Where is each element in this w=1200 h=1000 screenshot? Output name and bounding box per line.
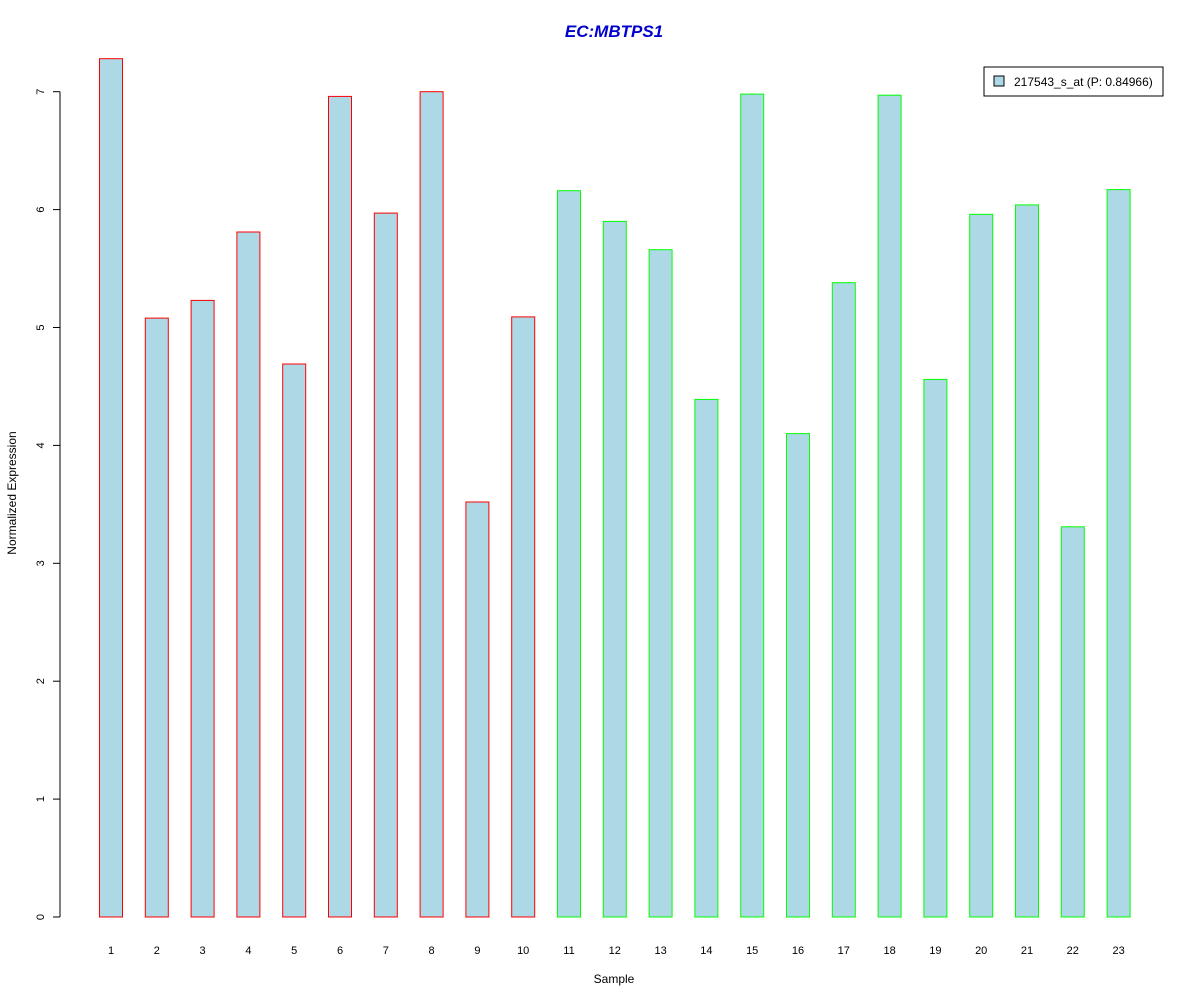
x-tick-label: 14	[700, 945, 712, 957]
bar-sample-13	[648, 249, 673, 918]
bar-sample-1	[99, 58, 123, 918]
chart-title: EC:MBTPS1	[565, 22, 663, 41]
y-tick-label: 6	[35, 207, 47, 213]
y-tick-label: 0	[35, 914, 47, 920]
y-tick-label: 1	[35, 796, 47, 802]
bar-sample-4	[236, 231, 261, 918]
y-tick-label: 2	[35, 678, 47, 684]
x-axis-label: Sample	[594, 972, 635, 986]
x-tick-label: 11	[563, 945, 574, 957]
bar-sample-10	[511, 316, 536, 918]
bar-sample-3	[190, 299, 215, 918]
x-tick-label: 1	[108, 945, 114, 957]
x-tick-label: 9	[474, 945, 480, 957]
x-tick-label: 18	[883, 945, 895, 957]
x-tick-label: 20	[975, 945, 987, 957]
bar-sample-9	[465, 501, 490, 918]
y-axis-label: Normalized Expression	[5, 431, 19, 554]
x-tick-labels: 1 2 3 4 5 6 7 8 9 10 11 12 13 14 15 16 17 18 19 20 21 22 23	[108, 945, 1125, 957]
y-tick-label: 7	[35, 89, 47, 95]
bar-sample-14	[694, 398, 719, 918]
bar-sample-17	[831, 282, 856, 918]
y-axis: 0 1 2 3 4 5 6 7	[35, 89, 61, 920]
x-tick-label: 13	[654, 945, 666, 957]
x-tick-label: 16	[792, 945, 804, 957]
bar-sample-12	[602, 220, 627, 918]
y-tick-label: 3	[35, 560, 47, 566]
bar-sample-18	[877, 94, 902, 918]
x-tick-label: 19	[929, 945, 941, 957]
x-tick-label: 17	[838, 945, 850, 957]
y-tick-label: 4	[35, 442, 47, 448]
bar-sample-8	[419, 91, 444, 918]
legend-swatch	[993, 75, 1005, 87]
x-tick-label: 10	[517, 945, 529, 957]
bar-sample-16	[786, 433, 810, 918]
bar-sample-20	[969, 213, 994, 918]
bar-sample-7	[373, 212, 398, 918]
bar-sample-22	[1060, 526, 1085, 918]
bar-sample-5	[282, 363, 307, 918]
bar-sample-2	[144, 317, 169, 918]
legend-series-label: 217543_s_at (P: 0.84966)	[1014, 75, 1153, 89]
x-tick-label: 4	[245, 945, 251, 957]
y-tick-label: 5	[35, 324, 47, 330]
bar-sample-15	[740, 93, 765, 918]
x-tick-label: 2	[154, 945, 160, 957]
bar-sample-6	[328, 95, 352, 918]
bar-sample-21	[1015, 204, 1039, 918]
x-tick-label: 15	[746, 945, 758, 957]
x-tick-label: 6	[337, 945, 343, 957]
x-tick-label: 7	[383, 945, 389, 957]
x-tick-label: 5	[291, 945, 297, 957]
bars-group	[99, 58, 1131, 918]
bar-sample-11	[557, 190, 581, 918]
x-tick-label: 22	[1067, 945, 1079, 957]
x-tick-label: 21	[1021, 945, 1033, 957]
bar-sample-19	[923, 378, 948, 918]
x-tick-label: 12	[609, 945, 621, 957]
legend-box	[983, 66, 1164, 97]
legend: 217543_s_at (P: 0.84966)	[983, 66, 1164, 97]
x-tick-label: 8	[429, 945, 435, 957]
bar-sample-23	[1106, 189, 1131, 918]
x-tick-label: 23	[1112, 945, 1124, 957]
x-tick-label: 3	[200, 945, 206, 957]
